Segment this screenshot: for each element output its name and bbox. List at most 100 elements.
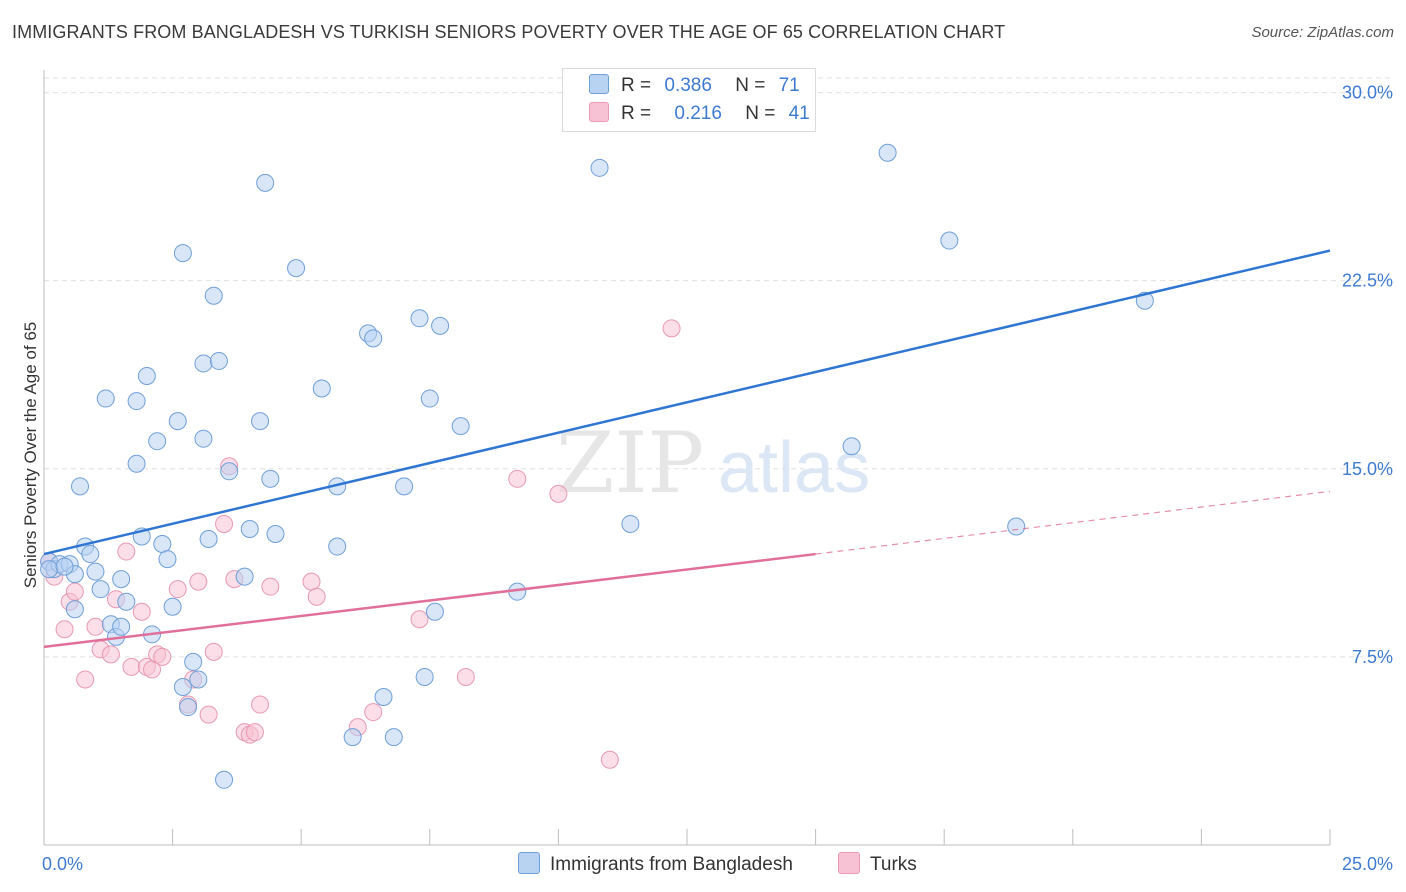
bangladesh-point <box>163 597 182 616</box>
bangladesh-point <box>40 560 59 579</box>
bangladesh-point <box>112 617 131 636</box>
bottom-legend-turks: Turks <box>838 852 917 876</box>
turks-trend-extension <box>815 490 1331 555</box>
bangladesh-point <box>364 329 383 348</box>
bangladesh-point <box>590 158 609 177</box>
bangladesh-point <box>71 477 90 496</box>
turks-point <box>153 647 172 666</box>
bangladesh-point <box>287 259 306 278</box>
bangladesh-point <box>209 351 228 370</box>
bottom-legend-label-turks: Turks <box>870 854 917 875</box>
turks-point <box>204 642 223 661</box>
bangladesh-point <box>220 462 239 481</box>
bangladesh-point <box>194 354 213 373</box>
turks-point <box>600 750 619 769</box>
bangladesh-point <box>343 728 362 747</box>
turks-point <box>662 319 681 338</box>
bangladesh-point <box>395 477 414 496</box>
bangladesh-point <box>261 469 280 488</box>
bangladesh-point <box>420 389 439 408</box>
bangladesh-point <box>91 580 110 599</box>
bangladesh-point <box>153 535 172 554</box>
turks-point <box>508 469 527 488</box>
bangladesh-point <box>117 592 136 611</box>
bangladesh-point <box>235 567 254 586</box>
bottom-legend-bangladesh: Immigrants from Bangladesh <box>518 852 793 876</box>
turks-point <box>55 620 74 639</box>
trend-lines <box>43 249 1331 649</box>
watermark-zip: ZIP <box>556 414 704 512</box>
bottom-legend-swatch-pink <box>838 852 860 874</box>
bangladesh-point <box>251 412 270 431</box>
y-tick-label: 30.0% <box>1342 83 1393 103</box>
bangladesh-point <box>266 524 285 543</box>
bangladesh-point <box>312 379 331 398</box>
turks-point <box>410 610 429 629</box>
bangladesh-point <box>204 286 223 305</box>
bangladesh-point <box>842 437 861 456</box>
bangladesh-point <box>240 519 259 538</box>
turks-point <box>168 580 187 599</box>
y-axis-label: Seniors Poverty Over the Age of 65 <box>21 322 40 588</box>
bangladesh-point <box>158 550 177 569</box>
turks-point <box>189 572 208 591</box>
legend-r-label: R = <box>621 75 652 96</box>
turks-point <box>86 617 105 636</box>
bangladesh-point <box>127 392 146 411</box>
y-tick-label: 15.0% <box>1342 459 1393 479</box>
series-bangladesh-points <box>40 143 1154 789</box>
bangladesh-point <box>137 366 156 385</box>
bangladesh-point <box>65 600 84 619</box>
legend-r-value: 0.386 <box>664 75 712 96</box>
y-tick-label: 7.5% <box>1352 647 1393 667</box>
bottom-legend-label-bangladesh: Immigrants from Bangladesh <box>550 854 793 875</box>
turks-point <box>122 657 141 676</box>
turks-point <box>307 587 326 606</box>
bangladesh-point <box>431 316 450 335</box>
turks-point <box>76 670 95 689</box>
turks-point <box>117 542 136 561</box>
legend-n-label: N = <box>735 75 766 96</box>
bangladesh-point <box>940 231 959 250</box>
bangladesh-point <box>415 667 434 686</box>
series-turks-points <box>40 319 681 769</box>
bangladesh-point <box>878 143 897 162</box>
legend-n-value: 41 <box>788 103 810 124</box>
bangladesh-point <box>179 698 198 717</box>
turks-point <box>456 667 475 686</box>
bangladesh-point <box>425 602 444 621</box>
source-credit: Source: ZipAtlas.com <box>1251 24 1394 41</box>
bangladesh-point <box>621 514 640 533</box>
legend-n-value: 71 <box>778 75 800 96</box>
chart-title: IMMIGRANTS FROM BANGLADESH VS TURKISH SE… <box>12 22 1006 42</box>
turks-point <box>132 602 151 621</box>
bangladesh-point <box>215 770 234 789</box>
bangladesh-point <box>189 670 208 689</box>
turks-point <box>65 582 84 601</box>
legend-swatch-pink <box>589 102 609 122</box>
bangladesh-point <box>148 432 167 451</box>
legend-row-turks: R = 0.216 N = 41 <box>589 102 810 126</box>
bangladesh-point <box>55 557 74 576</box>
bangladesh-point <box>112 570 131 589</box>
turks-point <box>199 705 218 724</box>
stats-legend: R = 0.386 N = 71 R = 0.216 N = 41 <box>562 68 816 132</box>
bangladesh-point <box>328 537 347 556</box>
bangladesh-point <box>1007 517 1026 536</box>
bangladesh-point <box>173 677 192 696</box>
turks-point <box>215 514 234 533</box>
bangladesh-point <box>374 688 393 707</box>
bangladesh-point <box>173 244 192 263</box>
bangladesh-point <box>451 417 470 436</box>
bangladesh-point <box>410 309 429 328</box>
turks-point <box>549 484 568 503</box>
y-tick-label: 22.5% <box>1342 271 1393 291</box>
turks-point <box>302 572 321 591</box>
tick-labels: 7.5% 15.0% 22.5% 30.0% 0.0% 25.0% <box>42 83 1393 874</box>
bangladesh-point <box>96 389 115 408</box>
turks-point <box>101 645 120 664</box>
legend-row-bangladesh: R = 0.386 N = 71 <box>589 74 800 98</box>
bangladesh-point <box>184 652 203 671</box>
bangladesh-point <box>168 412 187 431</box>
bangladesh-point <box>81 545 100 564</box>
